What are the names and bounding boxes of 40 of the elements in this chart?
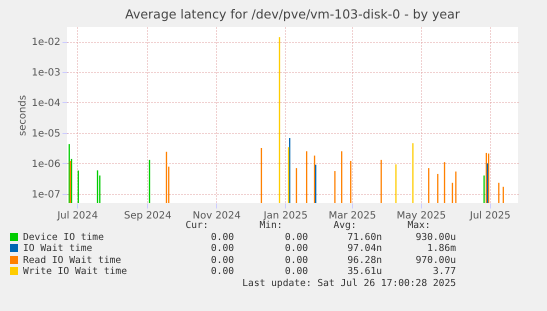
text: 3.77 xyxy=(432,266,456,278)
legend-label: Write IO Wait time xyxy=(22,266,128,278)
x-tick-label: Sep 2024 xyxy=(124,210,172,222)
x-tick-label: Jan 2025 xyxy=(262,210,308,222)
text: 970.00u xyxy=(414,254,456,266)
x-tick-label: Jul 2024 xyxy=(56,210,98,222)
text: 0.00 xyxy=(284,254,308,266)
text: Avg: xyxy=(332,220,358,232)
legend-label: Read IO Wait time xyxy=(22,254,122,266)
text: Min: xyxy=(258,220,284,232)
text: 35.61u xyxy=(346,266,382,278)
x-tick-label: Mar 2025 xyxy=(328,210,376,222)
y-tick-label: 1e-03 xyxy=(32,67,60,78)
y-tick-label: 1e-05 xyxy=(32,128,60,140)
text: 71.60n xyxy=(346,232,382,243)
y-tick-label: 1e-02 xyxy=(32,37,60,48)
text: 0.00 xyxy=(284,232,308,243)
text: 0.00 xyxy=(210,266,234,278)
y-axis-title: seconds xyxy=(18,95,29,136)
chart-title: Average latency for /dev/pve/vm-103-disk-0 - by year xyxy=(125,6,461,22)
text: 0.00 xyxy=(210,232,234,243)
text: 1.86m xyxy=(426,243,456,254)
text: 97.04n xyxy=(346,243,382,254)
y-tick-label: 1e-06 xyxy=(32,158,60,170)
x-tick-label: Nov 2024 xyxy=(192,210,241,222)
y-tick-label: 1e-07 xyxy=(32,189,60,200)
text: 0.00 xyxy=(210,243,234,254)
text: 96.28n xyxy=(346,254,382,266)
y-tick-label: 1e-04 xyxy=(32,98,60,109)
text: 930.00u xyxy=(414,232,456,243)
text: 0.00 xyxy=(284,266,308,278)
text: Max: xyxy=(407,220,432,232)
x-tick-label: May 2025 xyxy=(396,210,446,222)
x-tick-label: Jul 2025 xyxy=(468,210,511,222)
text: Cur: xyxy=(184,220,210,232)
text: Last update: Sat Jul 26 17:00:28 2025 xyxy=(241,278,456,289)
text: 0.00 xyxy=(210,254,234,266)
legend-label: IO Wait time xyxy=(22,243,94,254)
legend-label: Device IO time xyxy=(22,232,105,243)
text: 0.00 xyxy=(284,243,308,254)
